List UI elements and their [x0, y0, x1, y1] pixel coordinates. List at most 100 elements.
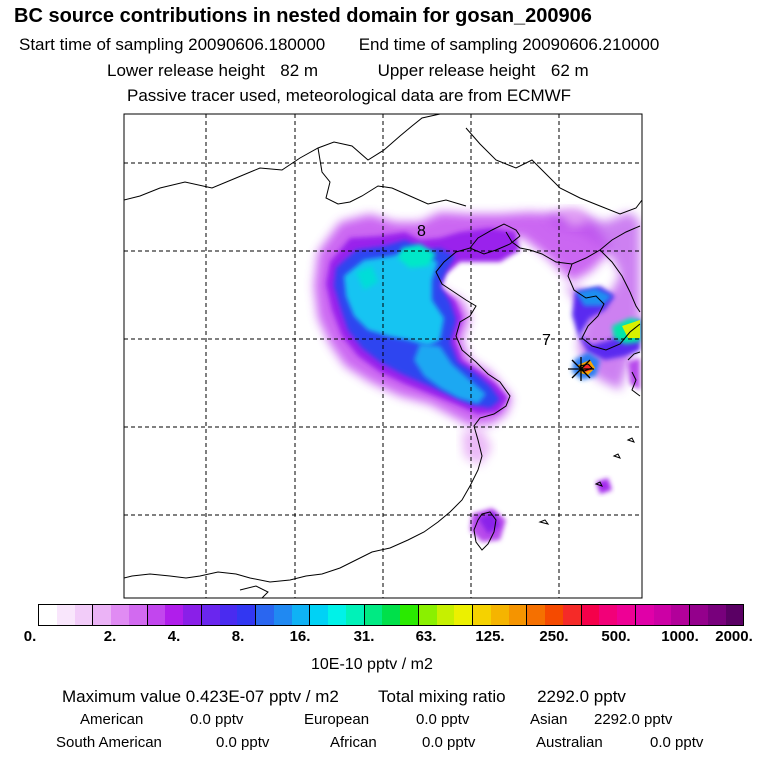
colorbar-segment [562, 605, 582, 625]
max-label: Maximum value [62, 687, 182, 706]
korea-hotspot-core [622, 320, 640, 338]
total-label: Total mixing ratio [378, 687, 506, 706]
tracer-note: Passive tracer used, meteorological data… [127, 86, 572, 105]
colorbar-segment [527, 605, 545, 625]
bohai-patch [576, 288, 612, 306]
region-south-american-value: 0.0 pptv [216, 734, 270, 751]
colorbar-tick-label: 63. [415, 628, 437, 645]
manchuria-border [465, 127, 642, 215]
china-inner-border [317, 147, 467, 207]
colorbar-segment [219, 605, 238, 625]
receptor-asterisk-marker [568, 357, 594, 381]
colorbar-segment [56, 605, 75, 625]
colorbar-segment [545, 605, 563, 625]
colorbar-unit: 10E-10 pptv / m2 [311, 656, 433, 673]
plume-aqua-2 [356, 266, 378, 290]
lower-release-label: Lower release height [107, 61, 265, 80]
total-value: 2292.0 pptv [537, 687, 626, 706]
colorbar-segment [473, 605, 491, 625]
map-label-8: 8 [417, 223, 426, 240]
ryukyu-1 [612, 453, 621, 459]
colorbar-segment [490, 605, 509, 625]
grid-lines [124, 114, 642, 598]
colorbar-segment [653, 605, 672, 625]
colorbar-segment [707, 605, 726, 625]
colorbar-segment [256, 605, 274, 625]
china-korea-border [529, 225, 641, 265]
end-value: 20090606.210000 [522, 35, 660, 54]
coastlines [124, 114, 642, 598]
colorbar-tick-label: 16. [289, 628, 311, 645]
ryukyu-4 [538, 519, 550, 525]
colorbar-tick-label: 0. [23, 628, 37, 645]
colorbar-segment [201, 605, 220, 625]
upper-release-label: Upper release height [377, 61, 536, 80]
plot-title: BC source contributions in nested domain… [14, 5, 592, 27]
colorbar-segment [183, 605, 202, 625]
plume-aqua [398, 244, 436, 268]
colorbar-segment [39, 605, 57, 625]
hainan-coast [239, 585, 269, 598]
colorbar-segment [454, 605, 473, 625]
region-european-name: European [304, 711, 370, 728]
release-heights: Lower release height 82 m Upper release … [107, 61, 589, 81]
colorbar-segment [345, 605, 365, 625]
colorbar-tick-label: 8. [231, 628, 245, 645]
colorbar-segment [111, 605, 129, 625]
region-australian-name: Australian [536, 734, 603, 751]
plume-cyan-south [414, 344, 486, 404]
liaodong-coast [469, 223, 531, 251]
japan-patch [628, 358, 640, 390]
region-australian-value: 0.0 pptv [650, 734, 704, 751]
region-american-name: American [80, 711, 144, 728]
colorbar-segment [508, 605, 528, 625]
colorbar-segment [418, 605, 437, 625]
region-african-value: 0.0 pptv [422, 734, 476, 751]
colorbar-segment [690, 605, 708, 625]
start-label: Start time of sampling [19, 35, 184, 54]
map-panel: 8 7 [123, 113, 643, 599]
east-sea-patch [596, 478, 612, 494]
concentration-field [314, 208, 640, 542]
start-value: 20090606.180000 [188, 35, 326, 54]
colorbar-tick-label: 4. [167, 628, 181, 645]
colorbar-segment [671, 605, 690, 625]
upper-release-value: 62 m [550, 61, 589, 80]
china-coast [124, 235, 521, 583]
colorbar-segment [128, 605, 148, 625]
region-european-value: 0.0 pptv [416, 711, 470, 728]
ryukyu-3 [626, 437, 635, 443]
colorbar-segment [147, 605, 166, 625]
colorbar-tick-label: 500. [601, 628, 631, 645]
colorbar-tick-label: 2. [103, 628, 117, 645]
colorbar [38, 604, 744, 626]
south-patch [462, 428, 492, 466]
colorbar-segment [382, 605, 400, 625]
colorbar-segment [291, 605, 311, 625]
kyushu-coast [627, 351, 641, 397]
colorbar-segment [617, 605, 636, 625]
region-american-value: 0.0 pptv [190, 711, 244, 728]
lower-release-value: 82 m [280, 61, 319, 80]
region-african-name: African [330, 734, 377, 751]
colorbar-segment [364, 605, 383, 625]
colorbar-segment [400, 605, 419, 625]
colorbar-segment [436, 605, 455, 625]
colorbar-tick-label: 2000. [715, 628, 753, 645]
region-south-american-name: South American [56, 734, 162, 751]
colorbar-segment [310, 605, 328, 625]
north-patch [556, 208, 590, 228]
mongolia-border [124, 114, 441, 201]
colorbar-segment [74, 605, 94, 625]
colorbar-segment [635, 605, 654, 625]
colorbar-tick-label: 250. [539, 628, 569, 645]
summary-line: Maximum value 0.423E-07 pptv / m2 Total … [62, 687, 626, 707]
colorbar-segment [237, 605, 256, 625]
region-asian-name: Asian [530, 711, 568, 728]
colorbar-tick-label: 1000. [661, 628, 699, 645]
sampling-times: Start time of sampling 20090606.180000 E… [19, 35, 659, 55]
colorbar-segment [725, 605, 744, 625]
colorbar-segment [581, 605, 600, 625]
colorbar-tick-label: 125. [475, 628, 505, 645]
region-asian-value: 2292.0 pptv [594, 711, 673, 728]
